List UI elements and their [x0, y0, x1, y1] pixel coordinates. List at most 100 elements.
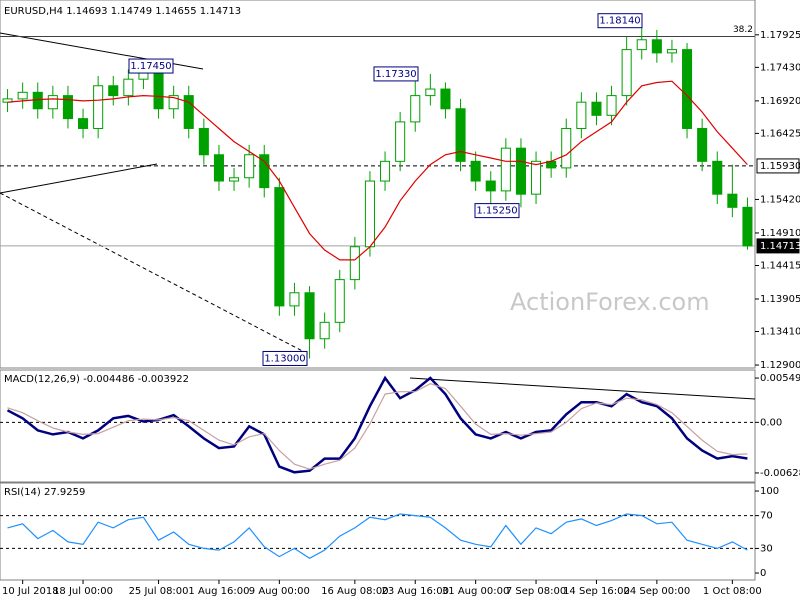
y-tick-label: 1.13410 — [760, 327, 800, 338]
candle-body — [244, 154, 255, 179]
candle-body — [168, 95, 179, 110]
candle-body — [515, 147, 526, 195]
candle-body — [561, 127, 572, 169]
candle-body — [576, 101, 587, 129]
x-tick-label: 1 Aug 16:00 — [188, 586, 249, 597]
price-annotation-box — [373, 66, 419, 82]
y-tick-label: 30 — [760, 543, 773, 554]
price-annotation: 1.17330 — [375, 69, 416, 80]
price-annotation-box — [262, 350, 308, 366]
price-annotation-box — [128, 58, 174, 74]
candle-body — [591, 101, 602, 116]
candle-body — [319, 321, 330, 340]
candle-body — [274, 187, 285, 307]
watermark: ActionForex.com — [510, 288, 710, 316]
candle-body — [17, 91, 28, 100]
chart-title: EURUSD,H4 1.14693 1.14749 1.14655 1.1471… — [4, 6, 241, 17]
candle-body — [697, 127, 708, 162]
candle-body — [440, 88, 451, 110]
series-line — [7, 513, 748, 559]
candle-body — [198, 127, 209, 156]
price-annotation-box — [474, 203, 520, 219]
candle-body — [334, 279, 345, 323]
x-tick-label: 9 Aug 00:00 — [249, 586, 310, 597]
candle-body — [93, 85, 104, 129]
candle-body — [682, 49, 693, 129]
level-label: 1.14713 — [760, 241, 800, 252]
candle-body — [395, 121, 406, 162]
y-tick-label: 1.12900 — [760, 360, 800, 371]
candle-body — [666, 49, 677, 54]
y-tick-label: 0.00 — [760, 417, 782, 428]
candle-body — [304, 292, 315, 340]
candle-body — [153, 72, 164, 110]
x-tick-label: 18 Jul 00:00 — [53, 586, 113, 597]
level-box — [756, 238, 800, 254]
price-annotation: 1.18140 — [599, 16, 640, 27]
candle-body — [621, 49, 632, 97]
y-tick-label: 0 — [760, 568, 766, 579]
candle-body — [425, 88, 436, 97]
y-tick-label: -0.006283 — [760, 468, 800, 479]
candle-body — [138, 72, 149, 80]
candle-body — [500, 147, 511, 192]
candle-body — [606, 95, 617, 116]
candle-body — [78, 118, 89, 129]
price-annotation: 1.15250 — [476, 206, 517, 217]
y-tick-label: 1.17430 — [760, 62, 800, 73]
y-tick-label: 1.17925 — [760, 30, 800, 41]
candle-body — [123, 78, 134, 97]
price-annotation-box — [597, 13, 643, 29]
x-tick-label: 7 Sep 08:00 — [506, 586, 566, 597]
y-tick-label: 1.13905 — [760, 294, 800, 305]
y-tick-label: 1.16920 — [760, 96, 800, 107]
candle-body — [229, 177, 240, 182]
y-tick-label: 1.15420 — [760, 194, 800, 205]
x-tick-label: 1 Oct 08:00 — [703, 586, 762, 597]
candle-body — [364, 180, 375, 248]
trendline — [0, 192, 311, 356]
y-tick-label: 0.005498 — [760, 373, 800, 384]
candle-body — [62, 95, 73, 120]
level-label: 1.15930 — [760, 161, 800, 172]
candle-body — [380, 160, 391, 182]
candle-body — [289, 292, 300, 307]
candle-body — [485, 180, 496, 192]
trendline — [0, 163, 158, 194]
x-tick-label: 10 Jul 2018 — [2, 586, 59, 597]
candle-body — [349, 246, 360, 281]
y-tick-label: 1.16425 — [760, 128, 800, 139]
y-tick-label: 70 — [760, 511, 773, 522]
candle-body — [410, 95, 421, 123]
x-tick-label: 14 Sep 16:00 — [563, 586, 630, 597]
y-tick-label: 1.14415 — [760, 260, 800, 271]
candle-body — [47, 95, 58, 110]
candle-body — [727, 193, 738, 208]
series-line — [7, 383, 748, 470]
candle-body — [455, 108, 466, 162]
candle-body — [712, 160, 723, 195]
candle-body — [651, 39, 662, 54]
price-annotation: 1.13000 — [264, 353, 305, 364]
x-tick-label: 25 Jul 08:00 — [129, 586, 189, 597]
level-box — [756, 158, 800, 174]
candle-body — [108, 85, 119, 97]
candle-body — [742, 206, 753, 247]
series-line — [6, 375, 748, 474]
candle-body — [531, 160, 542, 195]
x-tick-label: 31 Aug 00:00 — [442, 586, 509, 597]
y-tick-label: 1.14910 — [760, 228, 800, 239]
candle-body — [636, 39, 647, 51]
x-tick-label: 24 Sep 00:00 — [623, 586, 690, 597]
macd-panel — [0, 369, 756, 483]
y-tick-label: 100 — [760, 486, 779, 497]
candle-body — [470, 160, 481, 182]
price-annotation: 1.17450 — [130, 61, 171, 72]
series-line — [7, 80, 748, 261]
candle-body — [213, 154, 224, 182]
rsi-panel — [0, 482, 756, 581]
fib-label: 38.2 — [733, 25, 753, 35]
macd-title: MACD(12,26,9) -0.004486 -0.003922 — [4, 374, 189, 385]
